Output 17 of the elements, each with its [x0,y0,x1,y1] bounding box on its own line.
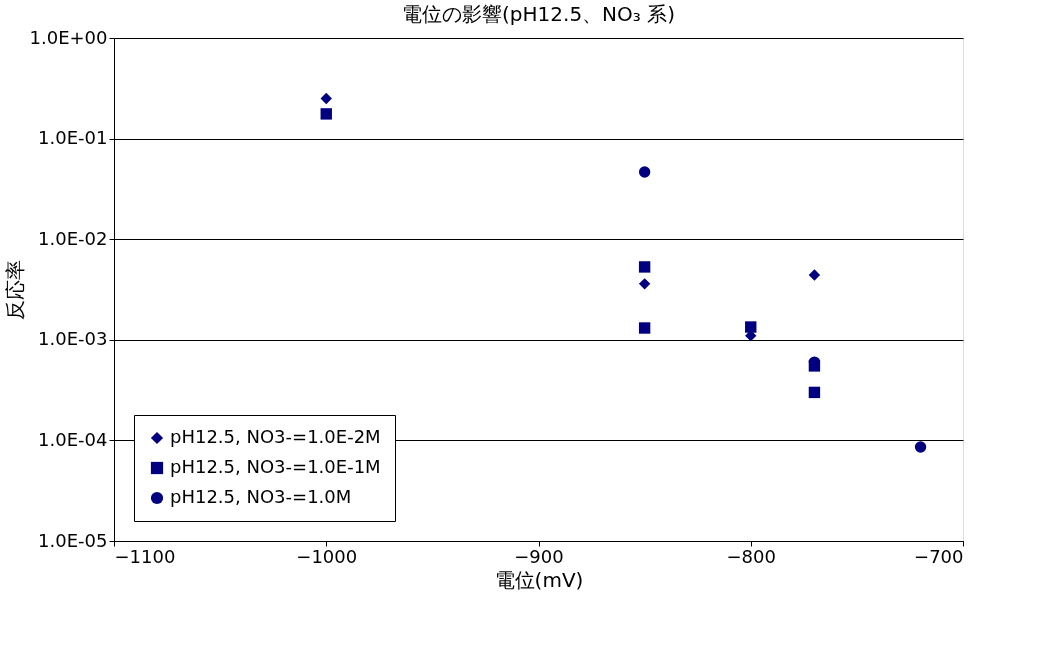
x-tick-label: −900 [514,545,564,567]
y-tick-label: 1.0E-05 [38,529,108,551]
y-tick-label: 1.0E-04 [38,428,108,450]
y-tick-label: 1.0E+00 [29,26,108,48]
x-tick-label: −800 [726,545,776,567]
y-axis-title: 反応率 [2,260,27,320]
y-tick-label: 1.0E-02 [38,227,108,249]
y-tick-label: 1.0E-03 [38,328,108,350]
chart-title: 電位の影響(pH12.5、NO₃ 系) [402,2,675,26]
y-tick-label: 1.0E-01 [38,127,108,149]
x-axis-title: 電位(mV) [494,567,584,592]
legend-label: pH12.5, NO3-=1.0E-1M [170,456,381,477]
x-tick-label: −1100 [114,545,176,567]
x-tick-label: −1000 [296,545,358,567]
legend-label: pH12.5, NO3-=1.0M [170,486,352,507]
x-tick-label: −700 [914,545,964,567]
legend-label: pH12.5, NO3-=1.0E-2M [170,426,381,447]
